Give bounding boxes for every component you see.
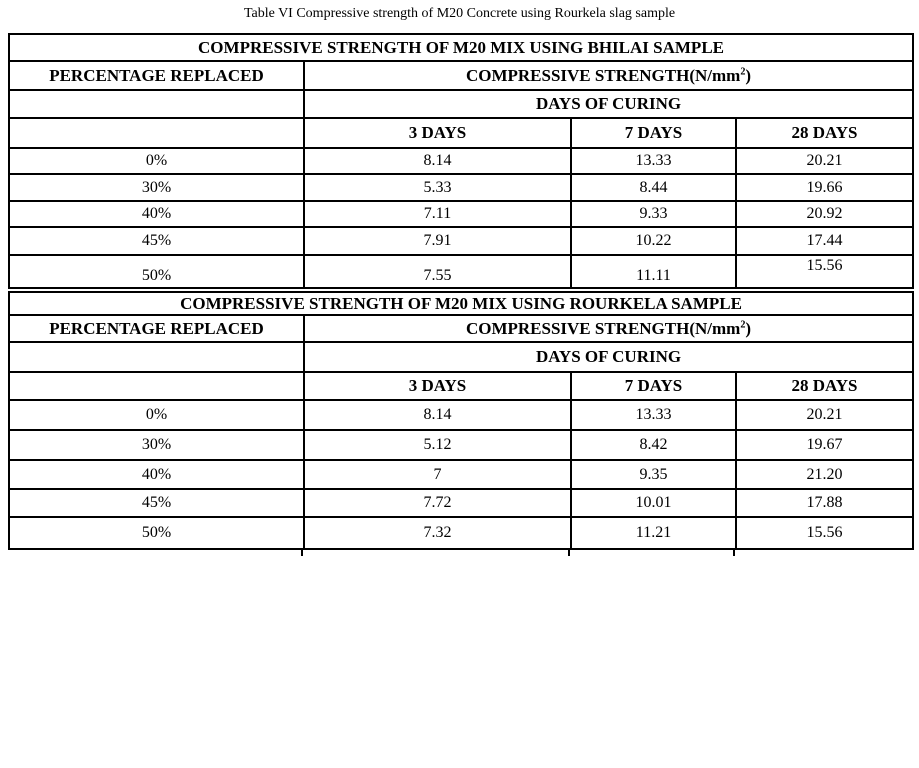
table-row: COMPRESSIVE STRENGTH OF M20 MIX USING RO… <box>7 291 915 316</box>
cell-3-days: 7 <box>303 459 572 490</box>
cell-28-days: 21.20 <box>734 459 915 490</box>
col-header-7-days: 7 DAYS <box>570 371 737 401</box>
cell-3-days: 7.11 <box>303 200 572 228</box>
cell-percentage: 50% <box>8 254 305 289</box>
cell-7-days: 8.42 <box>570 429 737 461</box>
rourkela-strength-table: COMPRESSIVE STRENGTH OF M20 MIX USING RO… <box>7 291 915 550</box>
cell-28-days: 17.88 <box>734 488 915 518</box>
table-row: 45% 7.72 10.01 17.88 <box>8 488 915 518</box>
strength-unit-superscript: 2 <box>740 318 746 330</box>
cell-28-days: 20.21 <box>734 399 915 431</box>
cell-percentage: 45% <box>8 226 305 256</box>
cell-7-days: 11.11 <box>570 254 737 289</box>
table-title: COMPRESSIVE STRENGTH OF M20 MIX USING BH… <box>7 33 915 62</box>
cell-7-days: 10.01 <box>570 488 737 518</box>
cell-3-days: 8.14 <box>303 399 572 431</box>
col-header-percentage-replaced: PERCENTAGE REPLACED <box>8 314 305 343</box>
strength-unit-superscript: 2 <box>740 65 746 77</box>
strength-unit-close: ) <box>745 65 752 85</box>
cell-percentage: 40% <box>8 200 305 228</box>
cell-28-days: 15.56 <box>734 516 915 550</box>
empty-cell <box>8 371 305 401</box>
cell-3-days: 8.14 <box>303 147 572 175</box>
column-divider-stub <box>733 550 735 556</box>
bhilai-strength-table: COMPRESSIVE STRENGTH OF M20 MIX USING BH… <box>7 33 915 289</box>
empty-cell <box>8 117 305 149</box>
table-row: 0% 8.14 13.33 20.21 <box>8 399 915 431</box>
strength-unit-label: COMPRESSIVE STRENGTH(N/mm <box>465 65 741 85</box>
cell-7-days: 10.22 <box>570 226 737 256</box>
table-row: 3 DAYS 7 DAYS 28 DAYS <box>8 371 915 401</box>
cell-3-days: 5.12 <box>303 429 572 461</box>
table-title: COMPRESSIVE STRENGTH OF M20 MIX USING RO… <box>7 291 915 316</box>
cell-percentage: 0% <box>8 399 305 431</box>
table-row: 30% 5.12 8.42 19.67 <box>8 429 915 461</box>
strength-unit-close: ) <box>745 318 752 338</box>
empty-cell <box>8 341 305 373</box>
table-row: DAYS OF CURING <box>8 89 915 119</box>
cell-28-days: 19.66 <box>734 173 915 202</box>
cell-percentage: 0% <box>8 147 305 175</box>
cell-7-days: 11.21 <box>570 516 737 550</box>
cell-percentage: 40% <box>8 459 305 490</box>
cell-3-days: 7.72 <box>303 488 572 518</box>
table-row: PERCENTAGE REPLACED COMPRESSIVE STRENGTH… <box>8 314 915 343</box>
col-header-28-days: 28 DAYS <box>734 371 915 401</box>
cell-28-days: 19.67 <box>734 429 915 461</box>
col-header-3-days: 3 DAYS <box>303 371 572 401</box>
cell-7-days: 9.33 <box>570 200 737 228</box>
cell-7-days: 9.35 <box>570 459 737 490</box>
cell-7-days: 8.44 <box>570 173 737 202</box>
cell-7-days: 13.33 <box>570 399 737 431</box>
table-row: COMPRESSIVE STRENGTH OF M20 MIX USING BH… <box>7 33 915 62</box>
col-header-compressive-strength: COMPRESSIVE STRENGTH(N/mm2) <box>302 60 915 91</box>
table-row: DAYS OF CURING <box>8 341 915 373</box>
column-divider-stub <box>568 550 570 556</box>
strength-unit-label: COMPRESSIVE STRENGTH(N/mm <box>465 318 741 338</box>
table-row: 30% 5.33 8.44 19.66 <box>8 173 915 202</box>
col-header-3-days: 3 DAYS <box>303 117 572 149</box>
table-row: 3 DAYS 7 DAYS 28 DAYS <box>8 117 915 149</box>
cell-percentage: 30% <box>8 429 305 461</box>
cell-3-days: 7.32 <box>303 516 572 550</box>
col-header-7-days: 7 DAYS <box>570 117 737 149</box>
column-divider-stub <box>301 550 303 556</box>
table-row: 40% 7.11 9.33 20.92 <box>8 200 915 228</box>
table-row: 50% 7.32 11.21 15.56 <box>8 516 915 550</box>
cell-percentage: 45% <box>8 488 305 518</box>
cell-3-days: 5.33 <box>303 173 572 202</box>
col-header-days-of-curing: DAYS OF CURING <box>302 341 915 373</box>
col-header-percentage-replaced: PERCENTAGE REPLACED <box>8 60 305 91</box>
cell-28-days: 17.44 <box>734 226 915 256</box>
table-row: 50% 7.55 11.11 15.56 <box>8 254 915 289</box>
table-row: 40% 7 9.35 21.20 <box>8 459 915 490</box>
cell-percentage: 30% <box>8 173 305 202</box>
cell-3-days: 7.55 <box>303 254 572 289</box>
cell-28-days: 15.56 <box>734 254 915 289</box>
cell-28-days: 20.92 <box>734 200 915 228</box>
empty-cell <box>8 89 305 119</box>
col-header-28-days: 28 DAYS <box>734 117 915 149</box>
cell-3-days: 7.91 <box>303 226 572 256</box>
cell-28-days: 20.21 <box>734 147 915 175</box>
col-header-days-of-curing: DAYS OF CURING <box>302 89 915 119</box>
table-caption: Table VI Compressive strength of M20 Con… <box>243 6 676 21</box>
table-row: 0% 8.14 13.33 20.21 <box>8 147 915 175</box>
col-header-compressive-strength: COMPRESSIVE STRENGTH(N/mm2) <box>302 314 915 343</box>
table-row: PERCENTAGE REPLACED COMPRESSIVE STRENGTH… <box>8 60 915 91</box>
cell-percentage: 50% <box>8 516 305 550</box>
cell-7-days: 13.33 <box>570 147 737 175</box>
table-row: 45% 7.91 10.22 17.44 <box>8 226 915 256</box>
